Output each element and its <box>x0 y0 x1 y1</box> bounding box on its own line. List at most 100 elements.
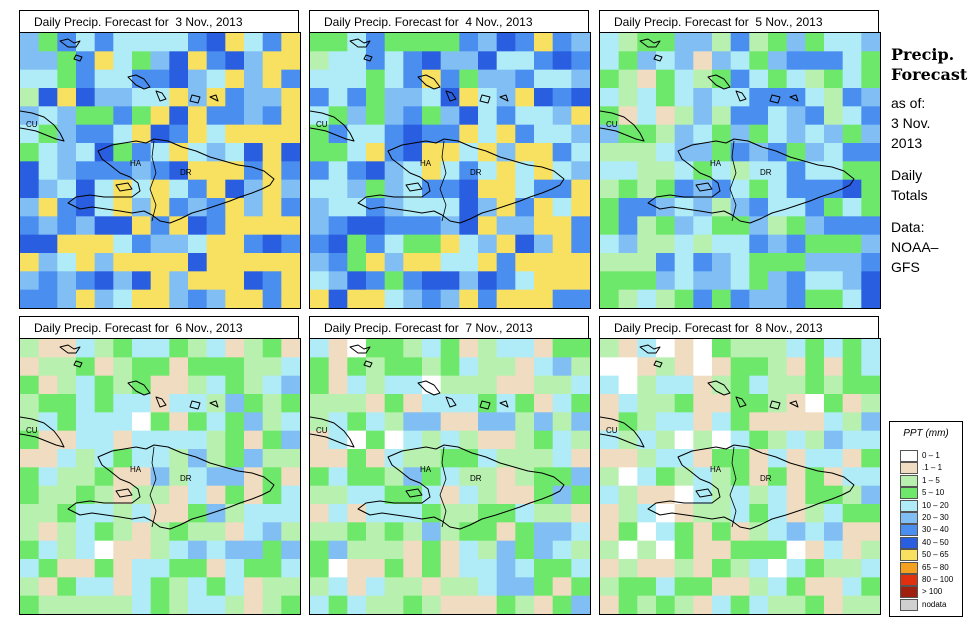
grid-cell <box>712 467 732 487</box>
grid-cell <box>824 289 844 308</box>
grid-cell <box>656 339 676 358</box>
grid-cell <box>674 339 694 358</box>
island-coastline <box>209 400 219 408</box>
grid-cell <box>244 161 264 181</box>
grid-cell <box>262 198 282 217</box>
grid-cell <box>366 357 386 377</box>
grid-cell <box>824 69 844 89</box>
grid-cell <box>422 161 442 181</box>
grid-cell <box>188 449 208 468</box>
grid-cell <box>656 106 676 126</box>
grid-cell <box>38 504 58 523</box>
grid-cell <box>805 485 825 505</box>
grid-cell <box>20 357 40 377</box>
grid-cell <box>842 33 862 52</box>
grid-cell <box>478 179 498 199</box>
grid-cell <box>384 143 404 162</box>
grid-cell <box>366 271 386 291</box>
grid-cell <box>674 124 694 144</box>
grid-cell <box>38 485 58 505</box>
grid-cell <box>730 33 750 52</box>
grid-cell <box>805 234 825 254</box>
grid-cell <box>534 234 554 254</box>
grid-cell <box>150 216 170 236</box>
grid-cell <box>422 504 442 523</box>
grid-cell <box>310 161 330 181</box>
grid-cell <box>113 467 133 487</box>
grid-cell <box>571 449 590 468</box>
grid-cell <box>384 179 404 199</box>
grid-cell <box>57 161 77 181</box>
grid-cell <box>132 51 152 71</box>
grid-cell <box>842 161 862 181</box>
grid-cell <box>637 504 657 523</box>
grid-cell <box>534 106 554 126</box>
grid-cell <box>225 51 245 71</box>
island-coastline <box>405 182 423 192</box>
grid-cell <box>656 289 676 308</box>
grid-cell <box>244 504 264 523</box>
grid-cell <box>618 106 638 126</box>
info-totals-line1: Daily <box>891 167 923 183</box>
grid-cell <box>244 339 264 358</box>
grid-cell <box>842 357 862 377</box>
grid-cell <box>384 51 404 71</box>
grid-cell <box>600 161 620 181</box>
legend-swatch <box>900 474 918 487</box>
grid-cell <box>347 216 367 236</box>
grid-cell <box>113 51 133 71</box>
grid-cell <box>440 467 460 487</box>
grid-cell <box>20 522 40 542</box>
grid-cell <box>637 161 657 181</box>
grid-cell <box>768 33 788 52</box>
grid-cell <box>730 253 750 272</box>
grid-cell <box>262 595 282 614</box>
grid-cell <box>861 124 880 144</box>
grid-cell <box>440 289 460 308</box>
info-title-line2: Forecast <box>891 65 968 84</box>
grid-cell <box>730 449 750 468</box>
country-label-haiti: HA <box>420 465 432 474</box>
grid-cell <box>328 69 348 89</box>
grid-cell <box>515 357 535 377</box>
grid-cell <box>861 234 880 254</box>
grid-cell <box>76 339 96 358</box>
grid-cell <box>459 88 479 107</box>
grid-cell <box>281 161 300 181</box>
grid-cell <box>824 540 844 560</box>
grid-cell <box>824 357 844 377</box>
grid-cell <box>328 595 348 614</box>
grid-cell <box>422 375 442 395</box>
grid-cell <box>310 430 330 450</box>
grid-cell <box>637 106 657 126</box>
grid-cell <box>76 69 96 89</box>
grid-cell <box>459 271 479 291</box>
grid-cell <box>328 467 348 487</box>
grid-cell <box>132 339 152 358</box>
grid-cell <box>150 234 170 254</box>
grid-cell <box>262 394 282 413</box>
grid-cell <box>281 559 300 578</box>
grid-cell <box>674 394 694 413</box>
hispaniola-coastline <box>357 138 565 224</box>
grid-cell <box>132 289 152 308</box>
grid-cell <box>637 540 657 560</box>
grid-cell <box>656 375 676 395</box>
grid-cell <box>786 339 806 358</box>
grid-cell <box>281 449 300 468</box>
grid-cell <box>496 289 516 308</box>
grid-cell <box>618 412 638 432</box>
grid-cell <box>150 357 170 377</box>
grid-cell <box>347 375 367 395</box>
grid-cell <box>824 467 844 487</box>
grid-cell <box>749 430 769 450</box>
grid-cell <box>534 271 554 291</box>
grid-cell <box>244 88 264 107</box>
grid-cell <box>281 412 300 432</box>
grid-cell <box>262 357 282 377</box>
grid-cell <box>637 485 657 505</box>
grid-cell <box>571 430 590 450</box>
grid-cell <box>749 33 769 52</box>
grid-cell <box>618 143 638 162</box>
precip-legend: PPT (mm) 0 – 1 .1 – 1 1 – 5 5 – 10 10 – 20 20… <box>889 421 963 617</box>
